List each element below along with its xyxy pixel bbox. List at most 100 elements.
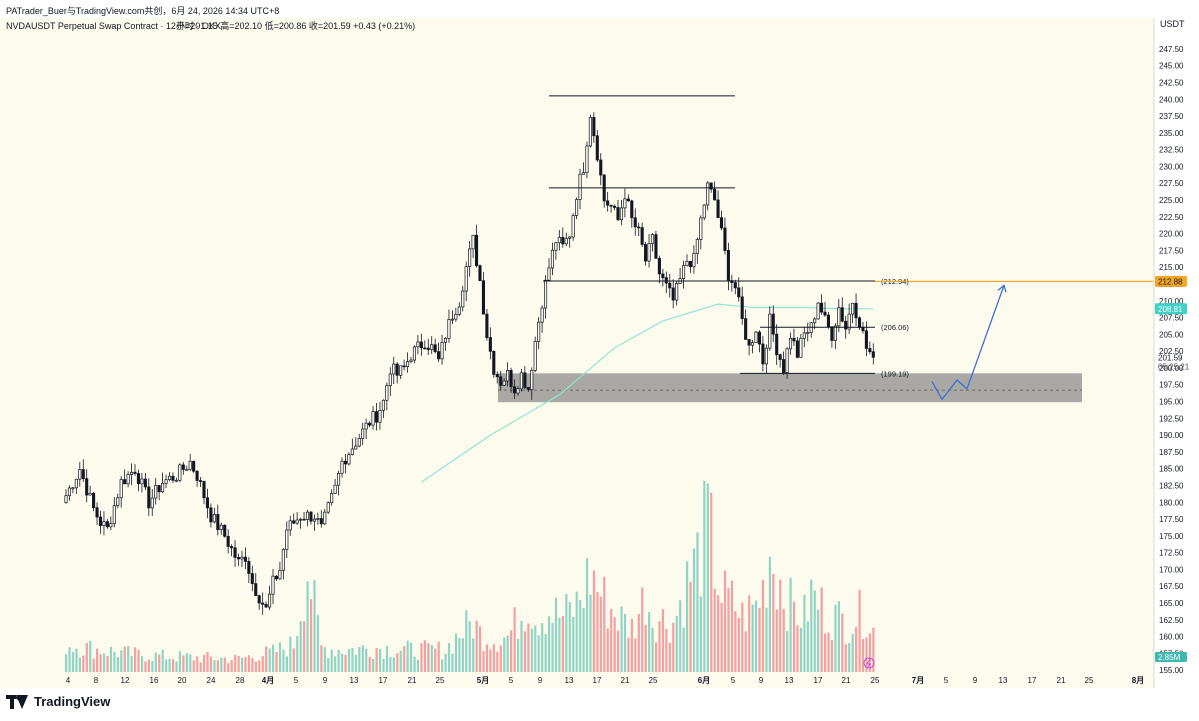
- candle-down: [792, 337, 796, 342]
- support-zone-rect: [498, 373, 1082, 403]
- candle-down: [192, 460, 196, 472]
- x-tick-label: 5: [294, 676, 299, 685]
- symbol-line[interactable]: NVDAUSDT Perpetual Swap Contract · 12小时 …: [6, 21, 221, 31]
- volume-bar: [230, 659, 233, 672]
- volume-bar: [454, 633, 458, 672]
- volume-bar: [358, 647, 361, 672]
- volume-bar: [796, 625, 799, 672]
- candle-up: [116, 497, 120, 507]
- volume-bar: [96, 648, 99, 672]
- volume-bar: [516, 638, 520, 672]
- candle-down: [343, 460, 348, 465]
- candle-down: [775, 333, 779, 356]
- volume-bar: [830, 640, 834, 672]
- volume-bar: [99, 654, 102, 672]
- candle-down: [854, 302, 858, 319]
- candle-up: [706, 182, 710, 206]
- volume-bar: [482, 651, 485, 672]
- volume-bar: [237, 655, 240, 672]
- volume-bar: [441, 659, 444, 672]
- lightning-icon: [863, 657, 875, 669]
- candle-down: [485, 313, 489, 338]
- y-tick-label: 242.50: [1159, 78, 1184, 87]
- candle-up: [681, 265, 686, 279]
- volume-bar: [751, 604, 754, 672]
- candle-down: [668, 282, 672, 289]
- volume-bar: [461, 638, 464, 672]
- x-tick-label: 24: [207, 676, 216, 685]
- volume-bar: [75, 648, 78, 672]
- volume-bar: [323, 647, 326, 672]
- candle-down: [264, 603, 268, 608]
- volume-bar: [630, 618, 633, 672]
- volume-bar: [102, 653, 106, 672]
- candle-down: [437, 351, 441, 360]
- candle-down: [713, 188, 717, 201]
- volume-bar: [165, 659, 168, 672]
- y-tick-label: 240.00: [1159, 95, 1184, 104]
- candle-down: [133, 471, 137, 474]
- candle-down: [723, 227, 727, 251]
- price-axis-panel: [1154, 18, 1199, 688]
- y-tick-label: 205.00: [1159, 330, 1184, 339]
- volume-bar: [834, 604, 837, 672]
- x-tick-label: 5: [731, 676, 736, 685]
- volume-bar: [820, 587, 823, 672]
- candle-up: [699, 217, 703, 240]
- candle-up: [167, 475, 172, 481]
- volume-bar: [368, 656, 371, 672]
- currency-label[interactable]: USDT: [1160, 19, 1185, 29]
- candle-up: [533, 341, 537, 371]
- candle-down: [257, 595, 261, 604]
- volume-bar: [416, 659, 420, 672]
- volume-bar: [278, 642, 282, 672]
- tradingview-logo[interactable]: TradingView: [6, 694, 110, 709]
- candle-down: [644, 244, 648, 262]
- volume-bar: [354, 654, 357, 672]
- volume-bar: [423, 640, 426, 672]
- candle-down: [250, 573, 254, 584]
- candle-up: [381, 399, 385, 411]
- candle-up: [468, 248, 472, 267]
- volume-bar: [403, 646, 406, 672]
- candle-up: [833, 325, 837, 341]
- candle-up: [519, 372, 523, 390]
- y-tick-label: 210.00: [1159, 297, 1184, 306]
- volume-bar: [641, 587, 644, 672]
- x-tick-label: 28: [236, 676, 245, 685]
- volume-bar: [523, 631, 527, 672]
- volume-bar: [227, 663, 230, 672]
- y-tick-label: 230.00: [1159, 162, 1184, 171]
- volume-bar: [109, 646, 113, 672]
- volume-bar: [841, 613, 844, 672]
- candle-down: [423, 347, 427, 350]
- candle-down: [95, 507, 99, 518]
- candle-down: [254, 583, 258, 597]
- candle-down: [199, 480, 203, 482]
- volume-bar: [182, 655, 185, 672]
- candle-up: [154, 485, 158, 499]
- candle-up: [330, 493, 334, 504]
- volume-bar: [637, 614, 640, 672]
- x-tick-label: 12: [121, 676, 130, 685]
- volume-bar: [737, 617, 740, 672]
- candle-up: [543, 279, 548, 309]
- volume-bar: [158, 654, 161, 672]
- candle-up: [340, 460, 344, 474]
- candle-up: [647, 243, 651, 262]
- volume-bar: [140, 656, 144, 672]
- volume-bar: [475, 620, 478, 672]
- volume-bar: [327, 657, 330, 672]
- candle-up: [364, 422, 368, 430]
- y-tick-label: 200.00: [1159, 364, 1184, 373]
- volume-bar: [127, 646, 130, 672]
- volume-bar: [196, 656, 199, 672]
- candle-down: [744, 318, 748, 340]
- volume-bar: [855, 627, 858, 672]
- candle-up: [347, 454, 351, 465]
- volume-bar: [382, 658, 385, 672]
- volume-bar: [779, 579, 782, 672]
- volume-bar: [392, 657, 395, 672]
- candle-up: [816, 302, 820, 320]
